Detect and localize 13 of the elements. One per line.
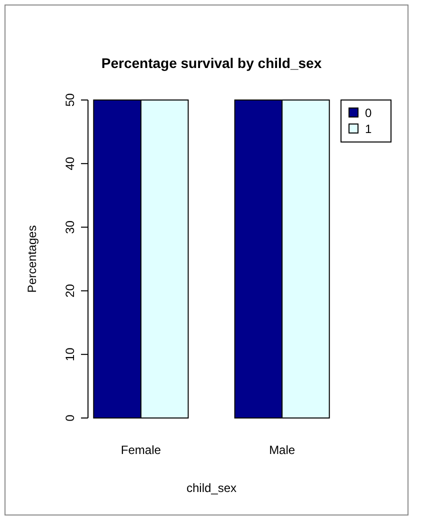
y-tick-label: 10 <box>63 347 77 362</box>
x-tick-label: Male <box>269 443 296 457</box>
chart-title: Percentage survival by child_sex <box>101 55 322 71</box>
legend-label: 1 <box>365 122 372 136</box>
legend-label: 0 <box>365 106 372 120</box>
y-tick-label: 30 <box>63 220 77 234</box>
x-tick-label: Female <box>120 443 162 457</box>
y-axis-title: Percentages <box>25 225 39 293</box>
y-tick-label: 20 <box>63 284 77 298</box>
y-tick-label: 40 <box>63 156 77 170</box>
y-tick-label: 0 <box>63 414 77 422</box>
x-axis-title: child_sex <box>186 481 237 495</box>
y-tick-label: 50 <box>63 93 77 107</box>
